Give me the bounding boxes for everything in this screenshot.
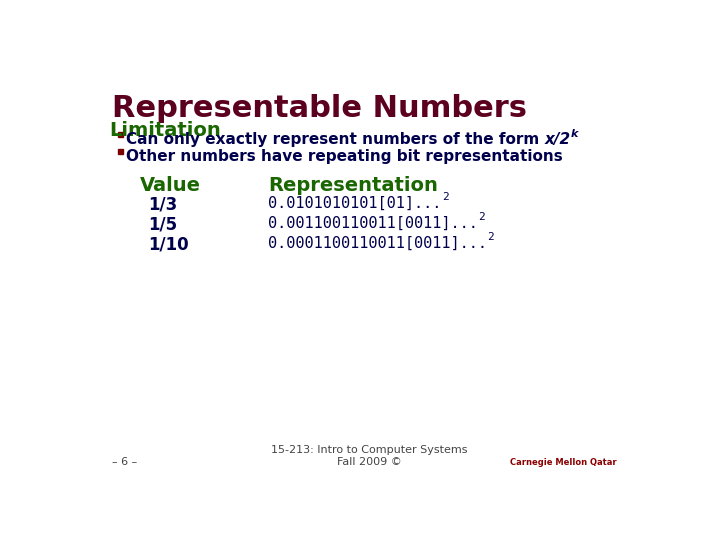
Text: 0.001100110011[0011]...: 0.001100110011[0011]... [269,215,478,231]
Text: 1/10: 1/10 [148,236,189,254]
Text: 0.0001100110011[0011]...: 0.0001100110011[0011]... [269,236,487,251]
Text: Can only exactly represent numbers of the form: Can only exactly represent numbers of th… [126,132,544,147]
Bar [118,148,123,154]
Text: – 6 –: – 6 – [112,457,137,467]
Text: x/2: x/2 [544,132,570,147]
Text: Limitation: Limitation [109,121,221,140]
Text: Representable Numbers: Representable Numbers [112,94,527,123]
Text: k: k [570,129,577,139]
Bar [118,132,123,137]
Text: 1/5: 1/5 [148,215,177,234]
Text: Representation: Representation [269,177,438,195]
Text: 2: 2 [478,212,485,222]
Text: Value: Value [140,177,202,195]
Text: Other numbers have repeating bit representations: Other numbers have repeating bit represe… [126,148,562,164]
Text: 0.0101010101[01]...: 0.0101010101[01]... [269,195,441,211]
Text: Carnegie Mellon Qatar: Carnegie Mellon Qatar [510,458,617,467]
Text: 15-213: Intro to Computer Systems
Fall 2009 ©: 15-213: Intro to Computer Systems Fall 2… [271,445,467,467]
Text: 2: 2 [441,192,449,202]
Text: 1/3: 1/3 [148,195,177,214]
Text: 2: 2 [487,232,494,242]
